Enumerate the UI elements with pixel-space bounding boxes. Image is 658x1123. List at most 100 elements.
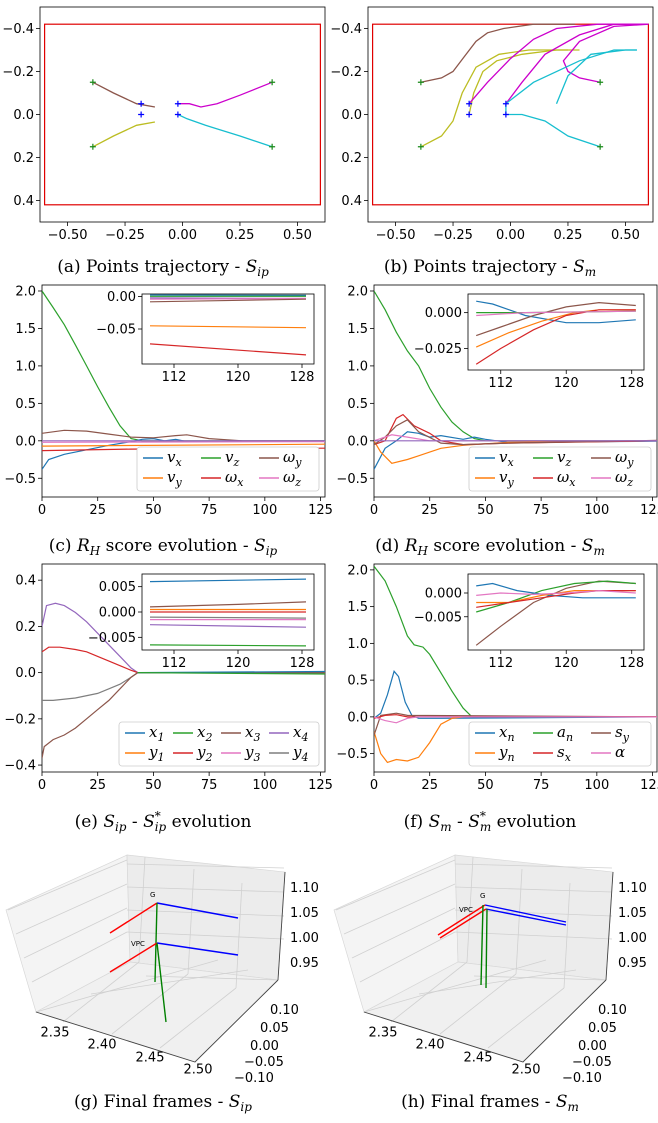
image-boundary — [43, 23, 322, 206]
y-tick-label: −0.4 — [330, 22, 362, 37]
panel-caption: (f) Sm - S* m evolution — [404, 809, 577, 834]
inset-x-tick-label: 128 — [619, 376, 644, 391]
series-line — [374, 670, 657, 719]
inset-frame — [467, 573, 645, 651]
legend: vx vz ωy vy ωx ωz — [136, 446, 320, 492]
x-tick-label: 0.50 — [611, 228, 640, 243]
x-tick-label: 125 — [640, 778, 658, 793]
x-tick-label: 25 — [421, 503, 438, 518]
x-tick-label: 75 — [533, 778, 550, 793]
x-tick-label: 0 — [38, 503, 46, 518]
desired-point — [502, 100, 509, 107]
y-tick-label: −0.10 — [562, 1071, 602, 1086]
y-tick-label: 0.00 — [250, 1039, 279, 1054]
inset-x-tick-label: 120 — [554, 656, 579, 671]
series-group — [374, 565, 657, 764]
inset-y-tick-label: −0.05 — [96, 323, 136, 338]
trajectory-line — [177, 81, 273, 108]
chart-panel-h: 2.35 2.40 2.45 2.50 0.10 0.05 0.00−0.05−0.10 1.… — [333, 854, 647, 1114]
y-tick-label: 0.10 — [598, 1003, 627, 1018]
inset-series-line — [149, 325, 307, 329]
x-tick-label: 2.35 — [41, 1026, 70, 1041]
initial-point — [597, 79, 604, 86]
grid-line — [126, 863, 285, 869]
grid-line — [31, 931, 128, 983]
y-tick-label: −0.5 — [4, 472, 36, 487]
inset-series-line — [149, 616, 307, 619]
y-tick-label: 0.4 — [13, 194, 34, 209]
x-tick-label: 50 — [145, 503, 162, 518]
y-tick-label: 0.0 — [13, 108, 34, 123]
grid-line — [454, 931, 613, 940]
z-tick-label: 0.95 — [290, 956, 319, 971]
y-tick-label: −0.2 — [2, 65, 34, 80]
series-line — [374, 565, 657, 718]
legend-label: y4 — [292, 743, 308, 764]
inset-frame — [467, 293, 645, 371]
grid-line — [335, 859, 456, 911]
z-tick-label: 1.05 — [618, 906, 647, 921]
frame-axis-x — [485, 908, 567, 926]
x-tick-label: 0.00 — [496, 228, 525, 243]
desired-point — [466, 111, 473, 118]
y-tick-label: 0.10 — [270, 1003, 299, 1018]
y-tick-label: 1.5 — [347, 322, 368, 337]
legend-label: ωz — [283, 468, 301, 489]
chart-panel-d: 0 25 50 75 100 125 −0.5 0.0 0.5 1.0 1.5 2.0 112 120 12… — [336, 284, 658, 558]
legend-label: sy — [615, 723, 630, 744]
chart-panel-a: −0.50 −0.25 0.00 0.25 0.50 −0.4 −0.2 0.0 0.2 0.4 (… — [2, 6, 326, 279]
x-tick-label: 75 — [201, 503, 218, 518]
axis-edge — [35, 979, 279, 1063]
panel-caption: (h) Final frames - Sm — [401, 1092, 579, 1114]
pane-back — [126, 854, 286, 981]
grid-line — [359, 931, 456, 983]
y-tick-label: −0.05 — [572, 1055, 612, 1070]
grid-line — [159, 987, 237, 1049]
frame-label: VPC — [459, 906, 473, 914]
frame-axis-z — [156, 942, 167, 1023]
legend-label: x4 — [293, 723, 308, 744]
image-boundary — [371, 23, 650, 206]
legend-label: vz — [557, 448, 571, 469]
legend: vx vz ωy vy ωx ωz — [468, 446, 652, 492]
trajectory-line — [420, 49, 568, 148]
frame-label: G — [150, 891, 155, 899]
x-tick-label: 100 — [252, 503, 277, 518]
legend-label: vx — [499, 448, 514, 469]
grid-line — [343, 883, 456, 935]
grid-line — [145, 975, 279, 981]
grid-line — [62, 961, 140, 1023]
series-line — [42, 441, 325, 443]
frame-axis-y — [109, 942, 158, 973]
desired-point — [466, 100, 473, 107]
legend: xn an sy yn sx α — [468, 721, 652, 767]
x-tick-label: 0.25 — [553, 228, 582, 243]
x-tick-label: 2.50 — [512, 1063, 541, 1078]
grid-line — [563, 882, 571, 989]
y-tick-label: 0.5 — [347, 674, 368, 689]
y-tick-label: 2.0 — [15, 284, 36, 299]
inset-y-tick-label: 0.00 — [107, 290, 136, 305]
legend-label: sx — [557, 743, 572, 764]
initial-point — [597, 143, 604, 150]
inset-series-line — [149, 644, 307, 647]
x-tick-label: 100 — [584, 503, 609, 518]
legend-label: vy — [499, 468, 514, 489]
inset-x-tick-label: 112 — [162, 370, 187, 385]
x-tick-label: −0.50 — [48, 228, 88, 243]
trajectory-line — [468, 23, 649, 105]
y-tick-label: 0.2 — [13, 151, 34, 166]
inset-series-line — [149, 297, 307, 300]
inset-x-tick-label: 112 — [162, 656, 187, 671]
y-tick-label: 0.05 — [260, 1021, 289, 1036]
trajectory-line — [92, 121, 156, 148]
grid-line — [515, 868, 523, 975]
x-tick-label: 25 — [89, 778, 106, 793]
inset-series-line — [476, 582, 636, 599]
panel-caption: (e) Sip - S* ip evolution — [75, 809, 252, 834]
inset-plot: 112 120 128 0.005 0.000 −0.005 — [88, 573, 314, 671]
inset-x-tick-label: 120 — [226, 370, 251, 385]
series-line — [42, 646, 325, 674]
x-tick-label: 50 — [477, 778, 494, 793]
initial-point — [417, 79, 424, 86]
